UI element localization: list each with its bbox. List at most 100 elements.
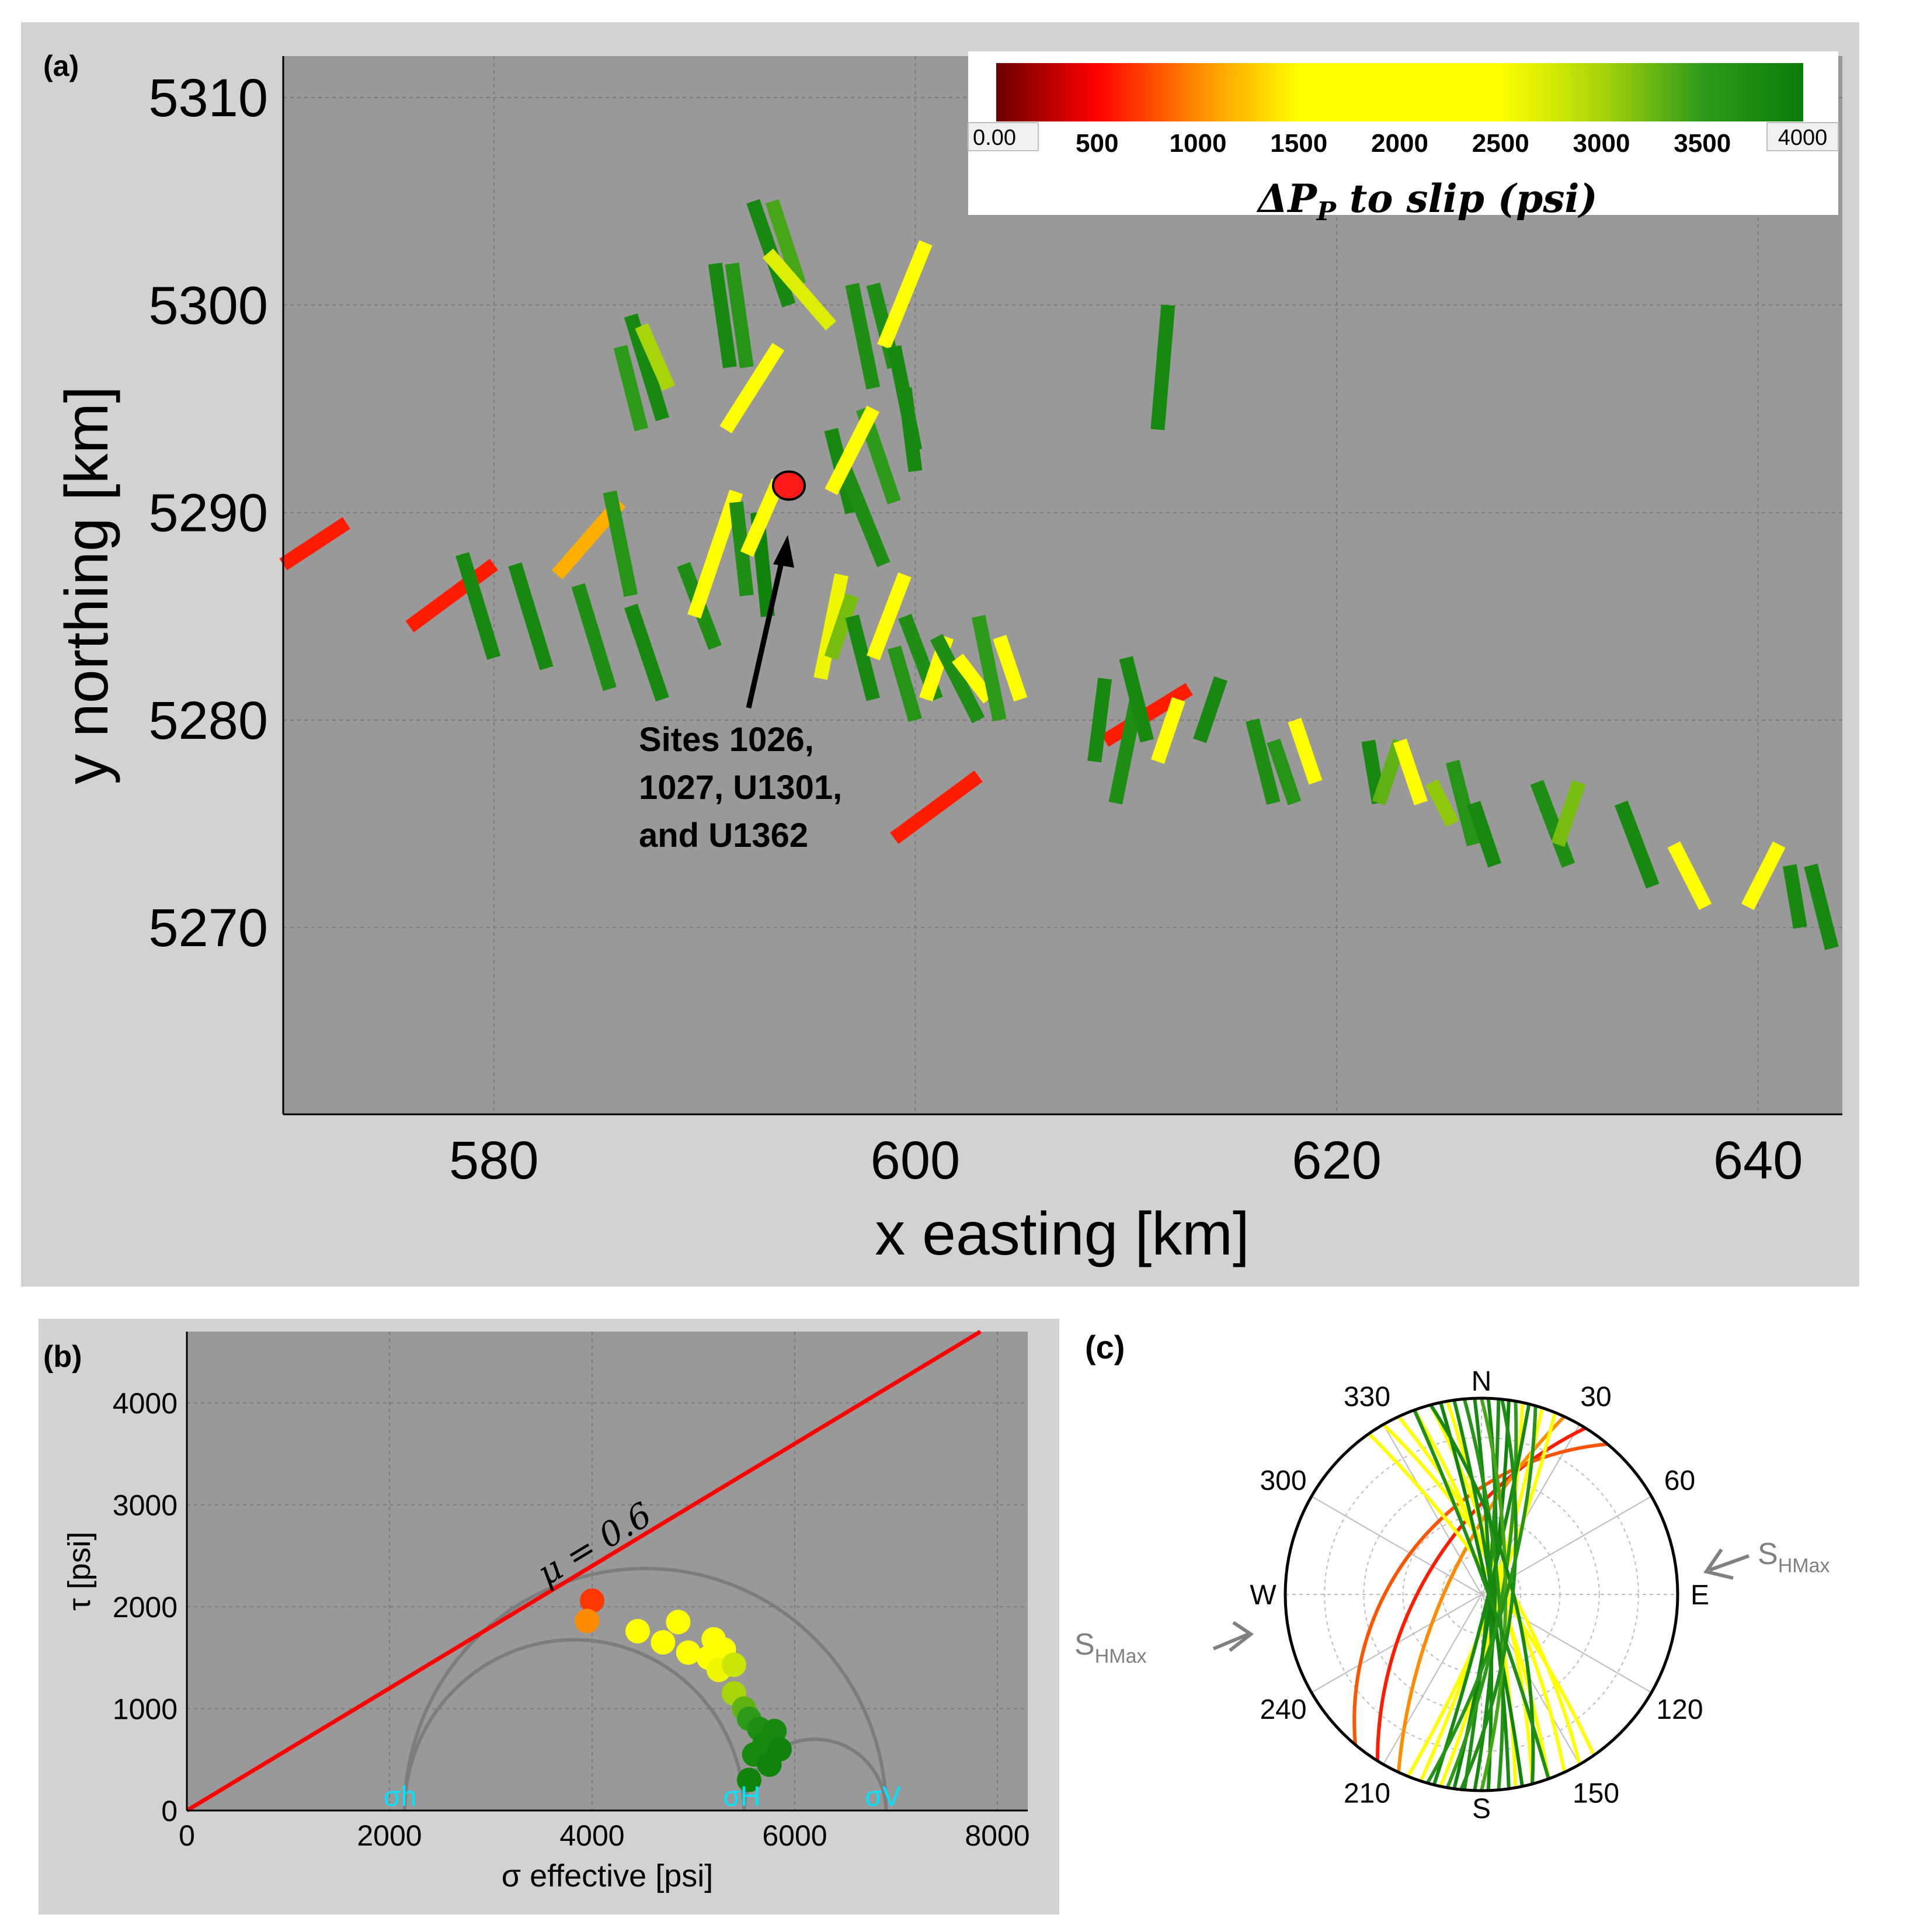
panel-a: 580 600 620 640 5270 5280 5290 5300 5310 (a) x e…: [21, 22, 1859, 1287]
fault-segment: [635, 323, 676, 391]
fault-segment: [624, 603, 669, 702]
x-tick-label-a: 640: [1713, 1131, 1803, 1190]
great-circle: [1413, 1409, 1550, 1780]
y-tick-label-a: 5290: [148, 484, 268, 543]
y-tick-label-b: 0: [161, 1795, 178, 1827]
fault-segment: [1530, 780, 1575, 868]
fault-segment: [993, 634, 1028, 702]
shmax-label-west: SHMax: [1074, 1628, 1146, 1667]
fault-segment: [825, 405, 879, 495]
azimuth-label: 60: [1664, 1465, 1695, 1496]
annotation-arrow-head: [773, 535, 794, 568]
panel-c-chart: (c) N E S W 30 60 120 150 210 240 300 330 SHMax SHM…: [1074, 1329, 1830, 1825]
x-tick-label-a: 620: [1292, 1131, 1382, 1190]
site-annotation-line-2: 1027, U1301,: [639, 769, 842, 807]
colorbar-ticks: 0.00 500 1000 1500 2000 2500 3000 3500 4000: [968, 122, 1839, 158]
fault-segment: [1108, 698, 1144, 805]
fault-segment: [890, 770, 983, 845]
x-tick-label-b: 6000: [762, 1819, 827, 1852]
scatter-point: [757, 1752, 782, 1777]
fault-segment: [845, 614, 880, 701]
fault-segment: [1551, 780, 1586, 847]
direction-label-s: S: [1472, 1794, 1491, 1825]
colorbar-tick-label: 2500: [1472, 129, 1529, 158]
fault-segment: [898, 387, 923, 472]
y-tick-label-b: 4000: [113, 1387, 178, 1420]
shmax-arrow-east-head: [1703, 1548, 1734, 1580]
scatter-points: [575, 1588, 792, 1792]
great-circle: [1425, 1405, 1538, 1784]
stereonet-outline: [1284, 1396, 1679, 1792]
scatter-point: [651, 1630, 676, 1655]
fault-segment: [1150, 304, 1175, 430]
fault-segment: [824, 593, 859, 661]
fault-segment: [1393, 738, 1428, 805]
panel-label-b: (b): [43, 1340, 82, 1374]
fault-segment: [765, 199, 806, 287]
x-tick-label-b: 2000: [357, 1819, 422, 1852]
fault-segment: [1193, 676, 1227, 743]
fault-segment: [1267, 738, 1302, 805]
x-tick-label-a: 600: [871, 1131, 961, 1190]
scatter-point: [676, 1640, 701, 1665]
colorbar-tick-label: 3500: [1674, 129, 1731, 158]
panel-a-chart: 580 600 620 640 5270 5280 5290 5300 5310 (a) x e…: [43, 50, 1842, 1268]
azimuth-labels: N E S W 30 60 120 150 210 240 300 330: [1250, 1366, 1709, 1825]
y-tick-label-b: 1000: [113, 1693, 178, 1726]
fault-segment: [1782, 864, 1807, 929]
site-annotation-line-3: and U1362: [639, 816, 808, 854]
y-tick-label-a: 5310: [148, 68, 268, 128]
fault-segment: [455, 552, 501, 660]
ticks-a: 580 600 620 640 5270 5280 5290 5300 5310: [148, 68, 1803, 1190]
fault-segment: [613, 345, 649, 432]
failure-line: [186, 1330, 982, 1812]
colorbar-tick-label: 500: [1076, 129, 1118, 158]
panel-b-chart: μ = 0.6 σh σH σV 0 2000 4000 6000 800001000200…: [43, 1330, 1030, 1893]
y-axis-label-b: τ [psi]: [62, 1531, 97, 1610]
panel-b: μ = 0.6 σh σH σV 0 2000 4000 6000 8000 0 1000 200…: [39, 1319, 1059, 1914]
azimuth-label: 30: [1580, 1382, 1611, 1413]
fault-segment: [887, 645, 922, 722]
panel-label-a: (a): [43, 50, 79, 82]
scatter-point: [736, 1767, 761, 1792]
shmax-arrow-west-head: [1229, 1621, 1254, 1652]
azimuth-label: 210: [1344, 1778, 1390, 1809]
fault-segment: [571, 583, 617, 692]
fault-segment: [708, 262, 737, 369]
x-tick-label-b: 8000: [965, 1819, 1029, 1852]
stress-label: σh: [384, 1781, 416, 1812]
direction-label-n: N: [1472, 1366, 1492, 1397]
fault-segment: [971, 614, 1007, 722]
fault-segment: [1087, 677, 1112, 763]
great-circle: [1459, 1399, 1518, 1791]
scatter-point: [579, 1588, 604, 1613]
shmax-arrow-west-line: [1212, 1632, 1250, 1650]
colorbar-tick-label: 3000: [1573, 129, 1630, 158]
fault-segment: [1445, 760, 1481, 847]
great-circle: [1397, 1415, 1566, 1773]
y-tick-label-a: 5280: [148, 691, 268, 750]
scatter-point: [625, 1618, 651, 1643]
y-axis-label-a: y northing [km]: [53, 386, 121, 784]
fault-segment: [725, 262, 754, 369]
direction-label-w: W: [1250, 1580, 1277, 1611]
site-marker: [771, 470, 806, 501]
ticks-b: 0 2000 4000 6000 8000 0 1000 2000 3000 4000: [113, 1387, 1030, 1852]
fault-segment: [835, 458, 891, 567]
fault-segment: [624, 313, 669, 422]
y-tick-label-b: 2000: [113, 1591, 178, 1624]
y-tick-label-b: 3000: [113, 1489, 178, 1522]
fault-segment: [1119, 656, 1154, 743]
direction-label-e: E: [1691, 1580, 1709, 1611]
fault-segment: [813, 573, 848, 680]
colorbar-tick-label: 1000: [1170, 129, 1227, 158]
mohr-circle: [403, 1566, 888, 1811]
annotation-arrow-line: [746, 552, 787, 708]
fault-segment: [1467, 801, 1502, 868]
fault-segment: [930, 634, 985, 724]
scatter-point: [721, 1652, 746, 1677]
colorbar-tick-label: 0.00: [973, 126, 1016, 150]
azimuth-label: 240: [1260, 1694, 1306, 1725]
scatter-point: [666, 1610, 691, 1635]
fault-segment: [1150, 697, 1185, 764]
